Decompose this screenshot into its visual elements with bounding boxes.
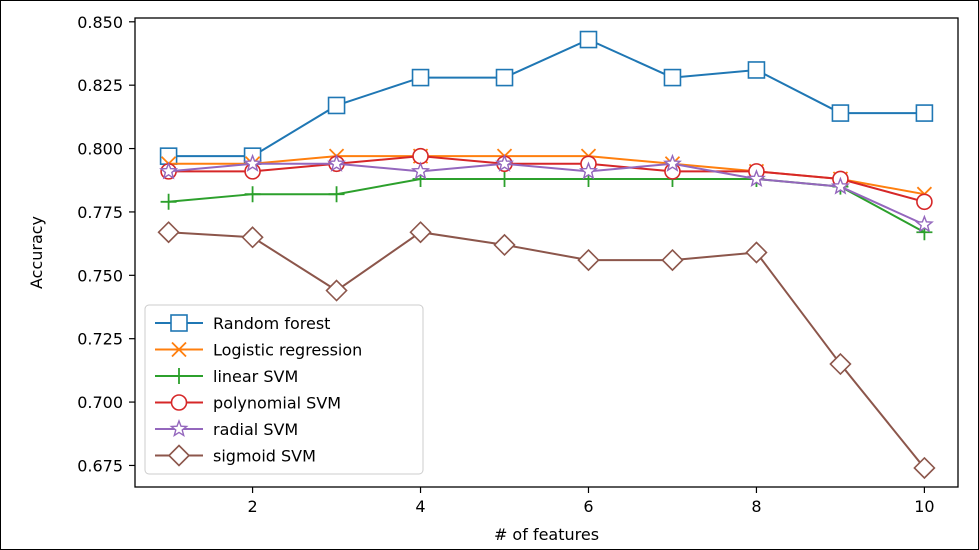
legend-box [144,304,424,475]
data-point [327,153,347,172]
legend-marker [170,314,188,332]
data-point [160,193,177,210]
data-point [579,30,598,49]
series-4 [159,153,934,233]
y-tick-label: 0.675 [77,456,123,475]
legend: Random forest Logistic regression linear S… [144,304,424,475]
data-point [159,161,179,180]
data-point [244,186,261,203]
data-point [241,226,264,249]
data-point [496,170,513,187]
y-tick-label: 0.850 [77,13,123,32]
data-point [411,161,431,180]
data-point [661,248,684,272]
data-point [663,68,682,87]
x-tick-label: 6 [583,497,593,516]
data-point [157,221,180,244]
data-point [831,104,850,122]
legend-item: Logistic regression [155,341,362,360]
legend-item: sigmoid SVM [155,444,316,467]
data-point [829,352,852,376]
series-line [168,231,926,469]
data-point [745,241,768,264]
data-point [327,96,346,115]
legend-label: Logistic regression [213,341,362,360]
y-tick-label: 0.700 [77,393,123,412]
data-point [495,153,514,172]
x-tick-label: 2 [247,497,257,516]
data-point [747,61,766,79]
y-axis-label: Accuracy [27,216,46,289]
legend-label: sigmoid SVM [213,447,316,466]
x-tick-label: 10 [914,497,934,516]
series-2 [160,170,933,241]
axis-ticks: 2 4 6 8 10 0.675 0.700 0.725 0.750 0.775 0.800 0.82… [77,13,934,516]
data-point [412,147,429,165]
data-point [915,104,934,122]
data-point [243,153,263,172]
y-tick-label: 0.825 [77,76,123,95]
legend-marker [167,444,191,467]
legend-label: linear SVM [213,367,298,386]
legend-label: radial SVM [213,420,298,439]
data-point [913,456,936,480]
y-tick-label: 0.800 [77,140,123,159]
data-point [495,68,514,87]
data-point [830,176,850,195]
data-point [409,221,432,244]
x-tick-label: 8 [751,497,761,516]
data-point [328,186,345,203]
data-point [746,169,766,188]
legend-item: Random forest [155,314,330,333]
data-point [579,161,598,180]
series-line [168,38,925,158]
series-line [168,177,925,234]
data-point [577,248,600,272]
data-point [914,214,934,233]
plot-area [157,30,936,480]
data-point [662,153,682,172]
legend-label: polynomial SVM [213,394,341,413]
legend-label: Random forest [213,314,330,333]
data-point [411,68,430,87]
legend-marker [171,341,187,358]
y-tick-label: 0.725 [77,330,123,349]
legend-marker [169,419,189,438]
legend-item: radial SVM [155,419,298,439]
series-0 [159,30,934,165]
series-line [168,155,925,203]
legend-item: linear SVM [155,367,298,386]
axes-box [134,17,959,488]
series-line [168,162,925,226]
x-axis-label: # of features [494,525,599,544]
series-5 [157,221,936,480]
data-point [325,279,348,302]
legend-item: polynomial SVM [155,394,341,413]
x-tick-label: 4 [415,497,425,516]
data-point [493,233,516,257]
y-tick-label: 0.750 [77,266,123,285]
series-line [168,155,925,196]
legend-marker [171,368,187,384]
data-point [916,193,933,211]
legend-marker [170,394,188,411]
y-tick-label: 0.775 [77,203,123,222]
